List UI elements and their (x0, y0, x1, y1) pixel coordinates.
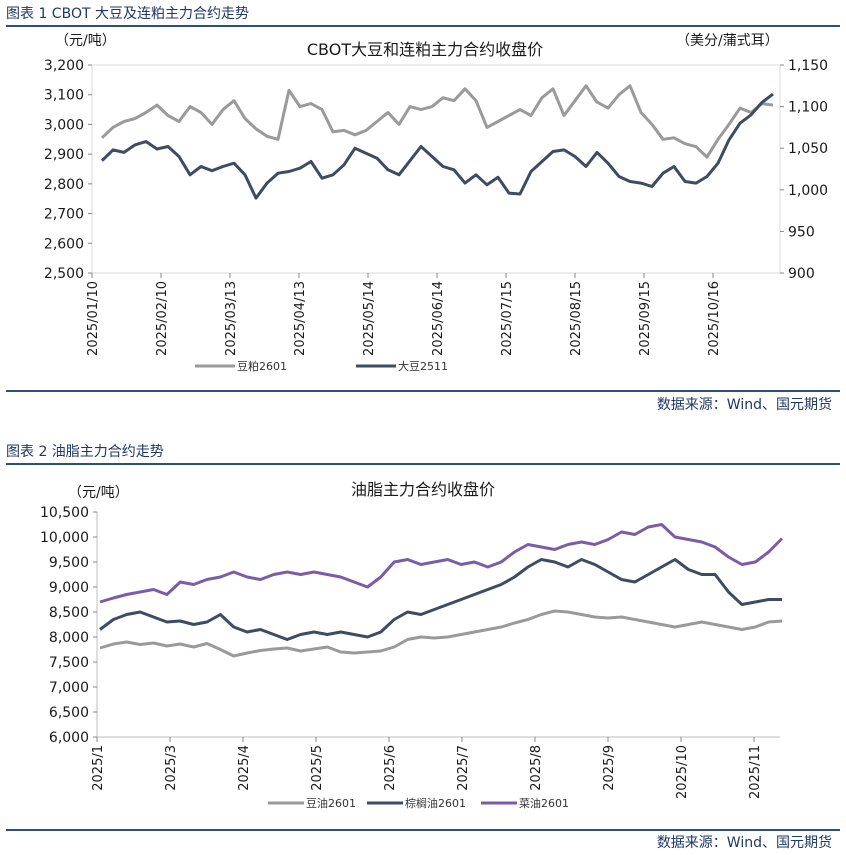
x-tick-label: 2025/1 (91, 745, 106, 791)
x-tick-label: 2025/04/13 (293, 281, 308, 356)
x-tick-label: 2025/6 (383, 745, 398, 791)
figure2-source: 数据来源：Wind、国元期货 (656, 835, 832, 851)
y-tick-label: 6,000 (49, 730, 89, 746)
chart2-title: 油脂主力合约收盘价 (351, 480, 495, 499)
x-tick-label: 2025/09/15 (638, 281, 653, 356)
x-tick-label: 2025/05/14 (362, 281, 377, 356)
legend-label-rapeseed: 菜油2601 (519, 796, 569, 810)
y-tick-label: 9,500 (49, 555, 89, 571)
x-tick-label: 2025/02/10 (155, 281, 170, 356)
y-tick-label: 10,000 (40, 530, 89, 546)
series-line-rapeseed (99, 523, 784, 604)
x-tick-label: 2025/06/14 (431, 281, 446, 356)
chart2-legend: 豆油2601 棕榈油2601 菜油2601 (268, 796, 569, 810)
y-right-tick-label: 950 (788, 224, 815, 240)
y-right-tick-label: 900 (788, 266, 815, 282)
series-line-palm (99, 558, 782, 641)
legend-label-soybean: 大豆2511 (398, 359, 448, 373)
y-left-tick-label: 2,500 (44, 266, 84, 282)
figure2-top-rule (6, 463, 840, 465)
x-tick-label: 2025/4 (237, 745, 252, 791)
y-right-tick-label: 1,000 (788, 183, 828, 199)
chart1-soybean-meal: 2,500 2,600 2,700 2,800 2,900 3,000 3,100 3,200… (44, 33, 828, 373)
legend-label-meal: 豆粕2601 (237, 359, 287, 373)
y-tick-label: 6,500 (49, 705, 89, 721)
x-tick-label: 2025/11 (748, 745, 763, 799)
series-line-meal (100, 84, 774, 159)
legend-label-soyoil: 豆油2601 (306, 796, 356, 810)
figure1-source: 数据来源：Wind、国元期货 (656, 397, 832, 413)
figure1-top-rule (6, 25, 840, 27)
y-right-tick-label: 1,100 (788, 100, 828, 116)
x-tick-label: 2025/7 (456, 745, 471, 791)
figure1-caption: 图表 1 CBOT 大豆及连粕主力合约走势 (6, 6, 249, 22)
y-left-tick-label: 3,200 (44, 58, 84, 74)
y-left-tick-label: 3,000 (44, 117, 84, 133)
y-right-tick-label: 1,150 (788, 58, 828, 74)
x-tick-label: 2025/01/10 (86, 281, 101, 356)
figure2-caption: 图表 2 油脂主力合约走势 (6, 444, 164, 460)
y-tick-label: 10,500 (40, 505, 89, 521)
chart2-unit: （元/吨） (68, 485, 129, 501)
chart1-legend: 豆粕2601 大豆2511 (195, 359, 448, 373)
x-tick-label: 2025/3 (164, 745, 179, 791)
chart1-left-unit: （元/吨） (55, 33, 116, 49)
x-tick-label: 2025/5 (310, 745, 325, 791)
chart1-right-unit: （美分/蒲式耳） (676, 33, 779, 49)
y-right-tick-label: 1,050 (788, 141, 828, 157)
x-tick-label: 2025/08/15 (569, 281, 584, 356)
y-tick-label: 7,500 (49, 655, 89, 671)
y-left-tick-label: 2,600 (44, 236, 84, 252)
y-tick-label: 7,000 (49, 680, 89, 696)
y-left-tick-label: 2,700 (44, 207, 84, 223)
x-tick-label: 2025/8 (529, 745, 544, 791)
chart1-title: CBOT大豆和连粕主力合约收盘价 (307, 40, 543, 59)
y-tick-label: 9,000 (49, 580, 89, 596)
y-left-tick-label: 3,100 (44, 88, 84, 104)
x-tick-label: 2025/10 (675, 745, 690, 799)
y-tick-label: 8,500 (49, 605, 89, 621)
series-line-soybean (100, 92, 774, 200)
legend-label-palm: 棕榈油2601 (405, 796, 466, 810)
y-tick-label: 8,000 (49, 630, 89, 646)
series-line-soyoil (99, 609, 783, 658)
x-tick-label: 2025/07/15 (500, 281, 515, 356)
x-tick-label: 2025/10/16 (707, 281, 722, 356)
x-tick-label: 2025/9 (602, 745, 617, 791)
y-left-tick-label: 2,800 (44, 177, 84, 193)
y-left-tick-label: 2,900 (44, 147, 84, 163)
figure2-bottom-rule (6, 829, 840, 831)
figure1-bottom-rule (6, 390, 840, 392)
chart1-plot-frame (91, 64, 781, 274)
x-tick-label: 2025/03/13 (224, 281, 239, 356)
